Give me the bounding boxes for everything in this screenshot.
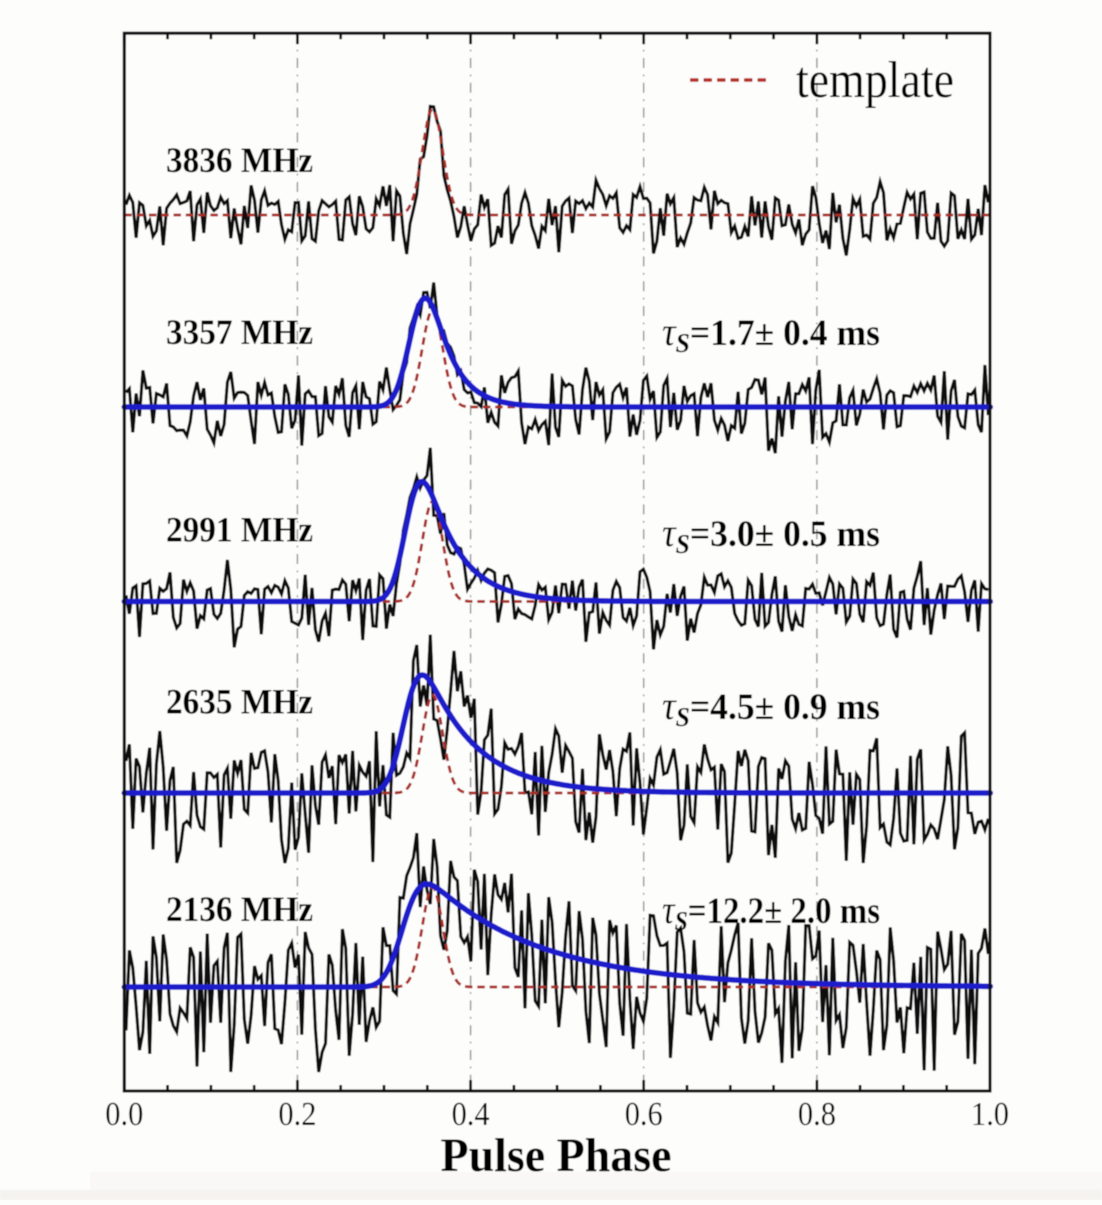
svg-text:3357 MHz: 3357 MHz <box>166 312 313 352</box>
svg-text:2635 MHz: 2635 MHz <box>166 682 313 722</box>
svg-text:0.2: 0.2 <box>278 1096 316 1133</box>
svg-text:2991 MHz: 2991 MHz <box>166 510 313 550</box>
svg-text:τS=3.0± 0.5 ms: τS=3.0± 0.5 ms <box>662 510 880 559</box>
svg-text:1.0: 1.0 <box>971 1096 1009 1133</box>
svg-text:0.6: 0.6 <box>625 1096 663 1133</box>
svg-text:2136 MHz: 2136 MHz <box>166 889 313 929</box>
svg-text:0.8: 0.8 <box>798 1096 836 1133</box>
svg-text:template: template <box>796 52 954 109</box>
svg-text:0.4: 0.4 <box>452 1096 490 1133</box>
svg-text:τS=12.2± 2.0 ms: τS=12.2± 2.0 ms <box>662 887 880 936</box>
svg-text:3836 MHz: 3836 MHz <box>166 140 313 180</box>
svg-text:Pulse Phase: Pulse Phase <box>441 1129 672 1182</box>
svg-text:0.0: 0.0 <box>105 1096 143 1133</box>
svg-text:τS=1.7± 0.4 ms: τS=1.7± 0.4 ms <box>662 309 880 358</box>
svg-text:τS=4.5± 0.9 ms: τS=4.5± 0.9 ms <box>662 683 880 732</box>
